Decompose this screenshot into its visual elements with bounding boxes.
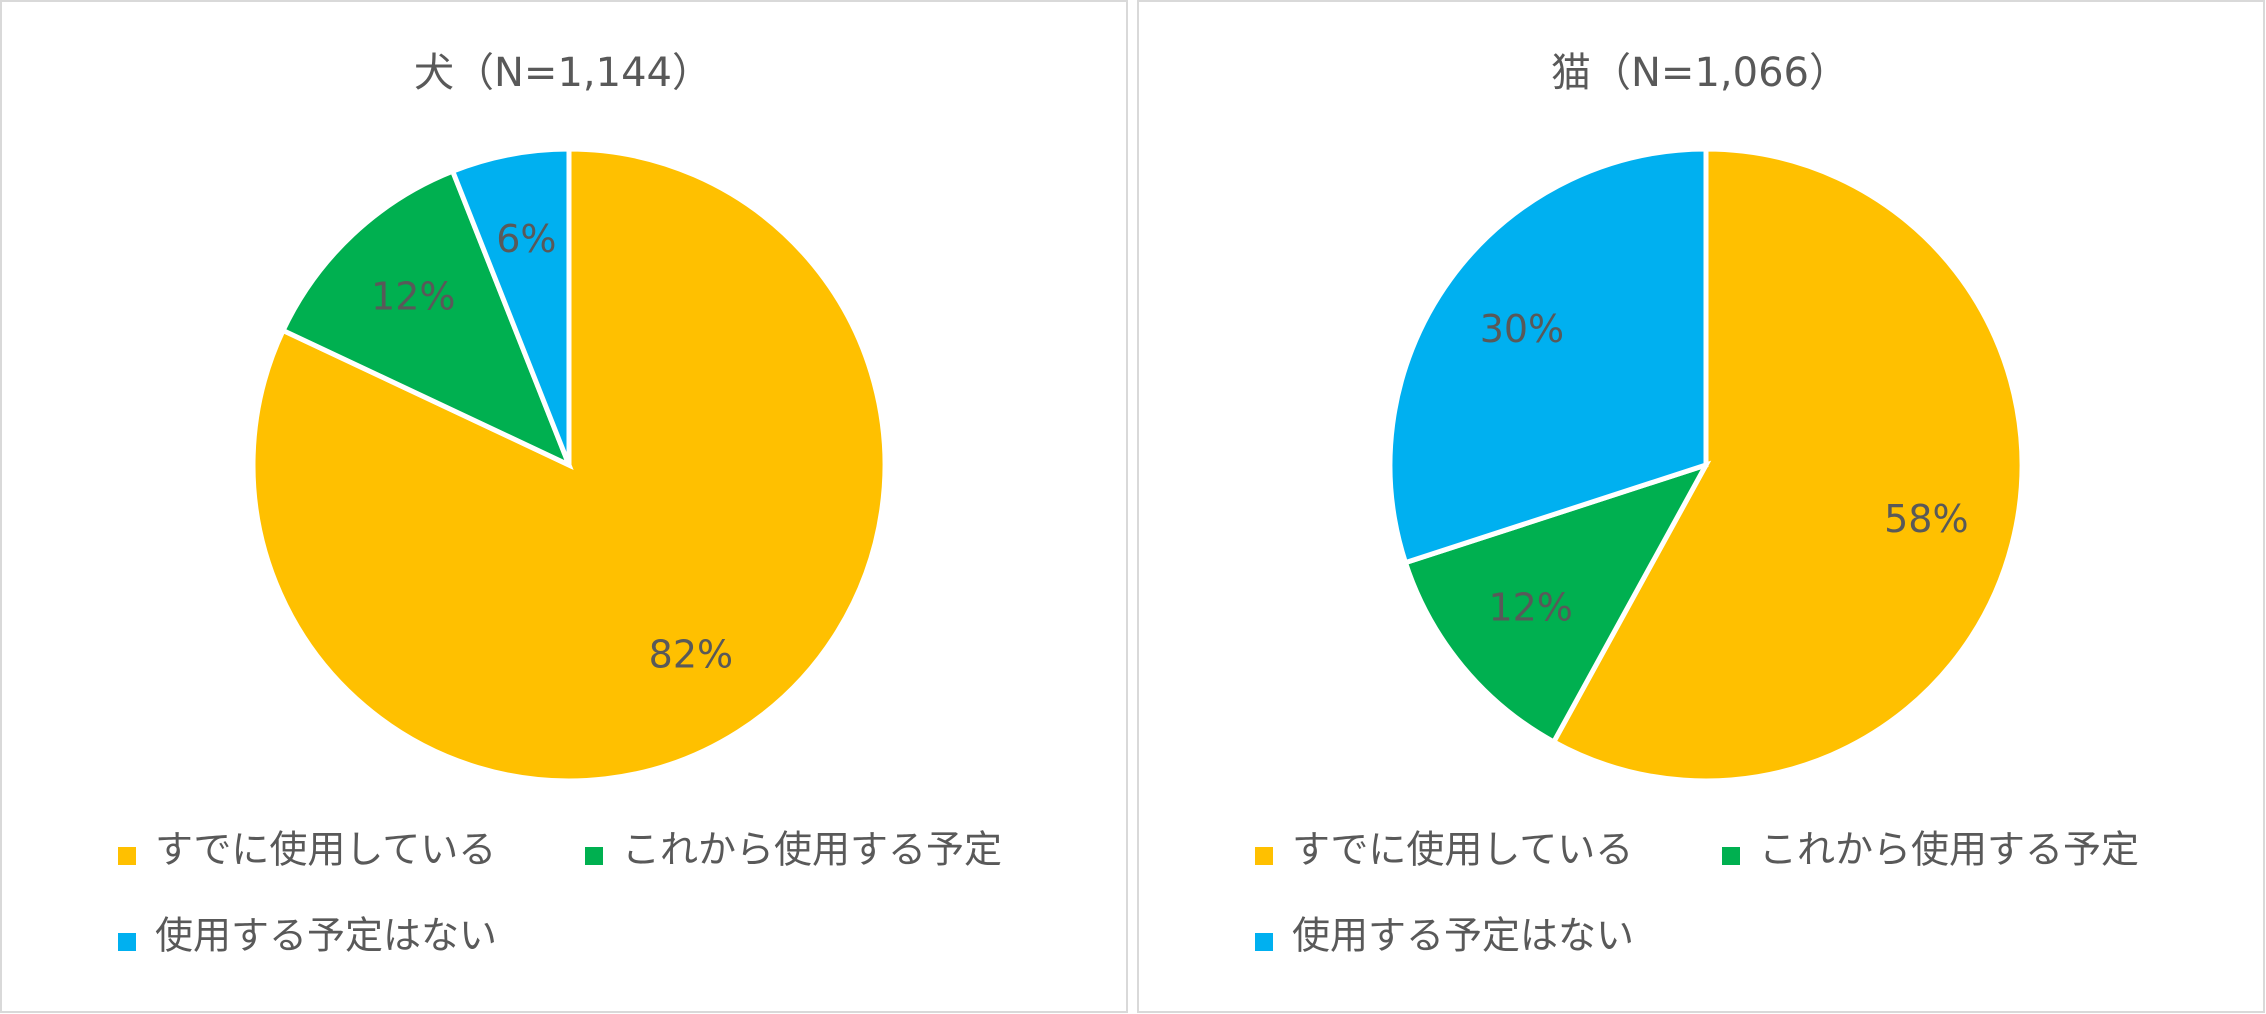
legend-swatch <box>118 847 136 865</box>
legend-label: すでに使用している <box>155 828 496 872</box>
pie-slice <box>1387 146 1709 566</box>
legend-swatch <box>1722 847 1740 865</box>
legend-label: 使用する予定はない <box>1292 914 1634 958</box>
pie-slice <box>1550 146 2025 784</box>
data-label: 30% <box>1480 307 1564 351</box>
legend-label: これから使用する予定 <box>622 828 1002 872</box>
legend-swatch <box>118 933 136 951</box>
legend-swatch <box>1255 933 1273 951</box>
data-label: 6% <box>496 217 556 261</box>
data-label: 12% <box>371 275 455 319</box>
legend-label: 使用する予定はない <box>155 914 497 958</box>
pie-slice <box>1402 460 1712 746</box>
pie-slice <box>449 146 572 466</box>
legend-swatch <box>1255 847 1273 865</box>
chart-title: 犬（N=1,144） <box>414 50 712 96</box>
legend-label: すでに使用している <box>1292 828 1633 872</box>
data-label: 82% <box>649 633 733 677</box>
legend-label: これから使用する予定 <box>1759 828 2139 872</box>
data-label: 58% <box>1884 497 1968 541</box>
legend-swatch <box>585 847 603 865</box>
chart-title: 猫（N=1,066） <box>1551 50 1849 96</box>
data-label: 12% <box>1488 586 1572 630</box>
pie-slice <box>279 167 574 470</box>
